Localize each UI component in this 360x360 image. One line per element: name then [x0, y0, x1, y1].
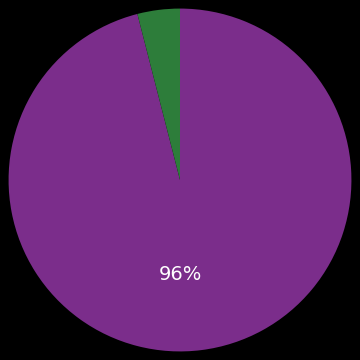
Wedge shape — [138, 9, 180, 180]
Wedge shape — [9, 9, 351, 351]
Text: 96%: 96% — [158, 265, 202, 284]
